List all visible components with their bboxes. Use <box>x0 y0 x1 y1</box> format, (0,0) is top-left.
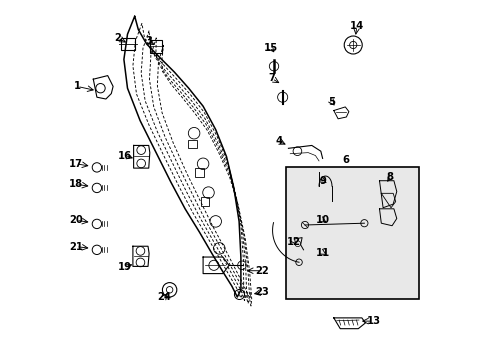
Text: 8: 8 <box>386 172 393 182</box>
Text: 14: 14 <box>349 21 363 31</box>
Bar <box>195 168 203 177</box>
Text: 6: 6 <box>342 155 349 165</box>
Text: 17: 17 <box>69 159 83 169</box>
Text: 23: 23 <box>254 287 268 297</box>
Text: 13: 13 <box>366 316 380 326</box>
Text: 3: 3 <box>145 36 152 46</box>
FancyBboxPatch shape <box>285 167 418 299</box>
Text: 5: 5 <box>327 96 334 107</box>
Bar <box>187 140 196 148</box>
Text: 22: 22 <box>254 266 268 276</box>
Text: 11: 11 <box>315 248 329 258</box>
Text: 1: 1 <box>73 81 81 91</box>
Bar <box>200 197 209 206</box>
Text: 10: 10 <box>315 215 329 225</box>
Text: 4: 4 <box>275 136 282 146</box>
Text: 2: 2 <box>114 33 121 43</box>
Text: 21: 21 <box>69 242 83 252</box>
Text: 12: 12 <box>286 237 301 247</box>
Text: 19: 19 <box>118 262 132 272</box>
Text: 9: 9 <box>319 176 326 186</box>
Text: 20: 20 <box>69 215 83 225</box>
Text: 16: 16 <box>118 150 132 161</box>
Text: 15: 15 <box>263 42 277 53</box>
Text: 7: 7 <box>268 73 275 84</box>
Bar <box>150 40 162 53</box>
Text: 18: 18 <box>69 179 83 189</box>
Text: 24: 24 <box>157 292 171 302</box>
Bar <box>121 38 135 50</box>
